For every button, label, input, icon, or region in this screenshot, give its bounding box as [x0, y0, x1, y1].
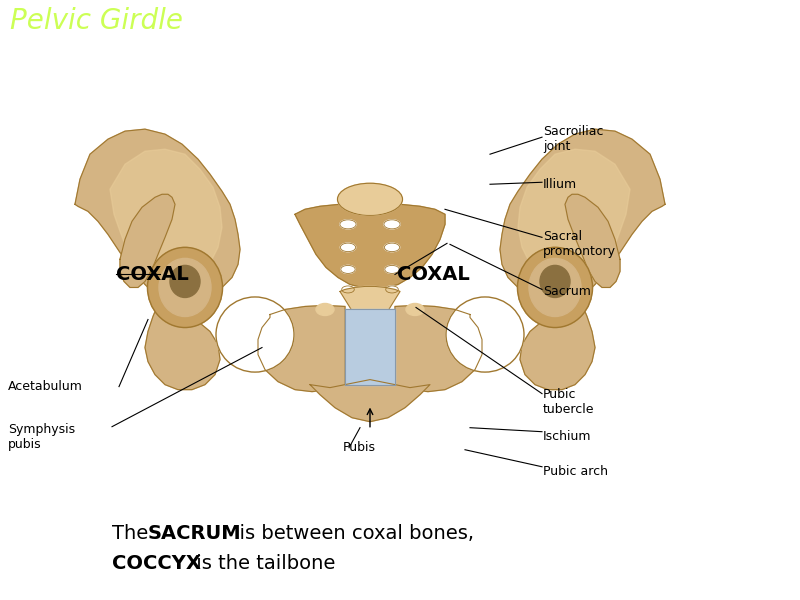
Text: COXAL: COXAL	[116, 265, 189, 284]
Ellipse shape	[340, 220, 356, 229]
Polygon shape	[565, 194, 620, 287]
Polygon shape	[258, 305, 345, 392]
Polygon shape	[518, 274, 588, 304]
Polygon shape	[340, 286, 400, 326]
Polygon shape	[395, 305, 482, 392]
Polygon shape	[110, 149, 222, 284]
Ellipse shape	[342, 286, 354, 293]
Polygon shape	[75, 129, 240, 301]
Text: Symphysis
pubis: Symphysis pubis	[8, 423, 75, 451]
Polygon shape	[120, 194, 175, 287]
Ellipse shape	[159, 259, 211, 316]
Ellipse shape	[340, 243, 356, 251]
Ellipse shape	[386, 286, 398, 293]
Polygon shape	[520, 301, 595, 389]
Polygon shape	[310, 380, 430, 422]
Text: The: The	[112, 524, 154, 544]
Ellipse shape	[147, 247, 222, 328]
Ellipse shape	[341, 265, 355, 274]
Ellipse shape	[170, 265, 200, 298]
Text: Illium: Illium	[543, 178, 577, 191]
Text: COXAL: COXAL	[397, 265, 470, 284]
Text: Pelvic Girdle: Pelvic Girdle	[10, 7, 182, 35]
Ellipse shape	[384, 220, 400, 229]
Text: Sacroiliac
joint: Sacroiliac joint	[543, 125, 603, 153]
Text: Pubic arch: Pubic arch	[543, 465, 608, 478]
Text: is the tailbone: is the tailbone	[190, 554, 335, 573]
Ellipse shape	[540, 265, 570, 298]
Polygon shape	[295, 203, 445, 289]
Ellipse shape	[529, 259, 581, 316]
Text: Pubis: Pubis	[343, 441, 376, 454]
Ellipse shape	[446, 297, 524, 372]
Text: Sacral
promontory: Sacral promontory	[543, 230, 616, 259]
Ellipse shape	[384, 243, 400, 251]
Ellipse shape	[338, 183, 402, 215]
Text: is between coxal bones,: is between coxal bones,	[227, 524, 474, 544]
Text: Sacrum: Sacrum	[543, 285, 591, 298]
Text: Pubic
tubercle: Pubic tubercle	[543, 388, 594, 416]
Polygon shape	[152, 274, 222, 304]
Text: Acetabulum: Acetabulum	[8, 380, 83, 393]
Polygon shape	[145, 301, 220, 389]
Text: Ischium: Ischium	[543, 430, 591, 443]
Polygon shape	[500, 129, 665, 301]
Ellipse shape	[406, 304, 424, 316]
Ellipse shape	[518, 247, 593, 328]
Text: SACRUM: SACRUM	[148, 524, 242, 544]
Text: COCCYX: COCCYX	[112, 554, 201, 573]
Polygon shape	[345, 310, 395, 385]
Ellipse shape	[216, 297, 294, 372]
Ellipse shape	[345, 192, 395, 214]
Ellipse shape	[385, 265, 399, 274]
Polygon shape	[518, 149, 630, 284]
Ellipse shape	[316, 304, 334, 316]
